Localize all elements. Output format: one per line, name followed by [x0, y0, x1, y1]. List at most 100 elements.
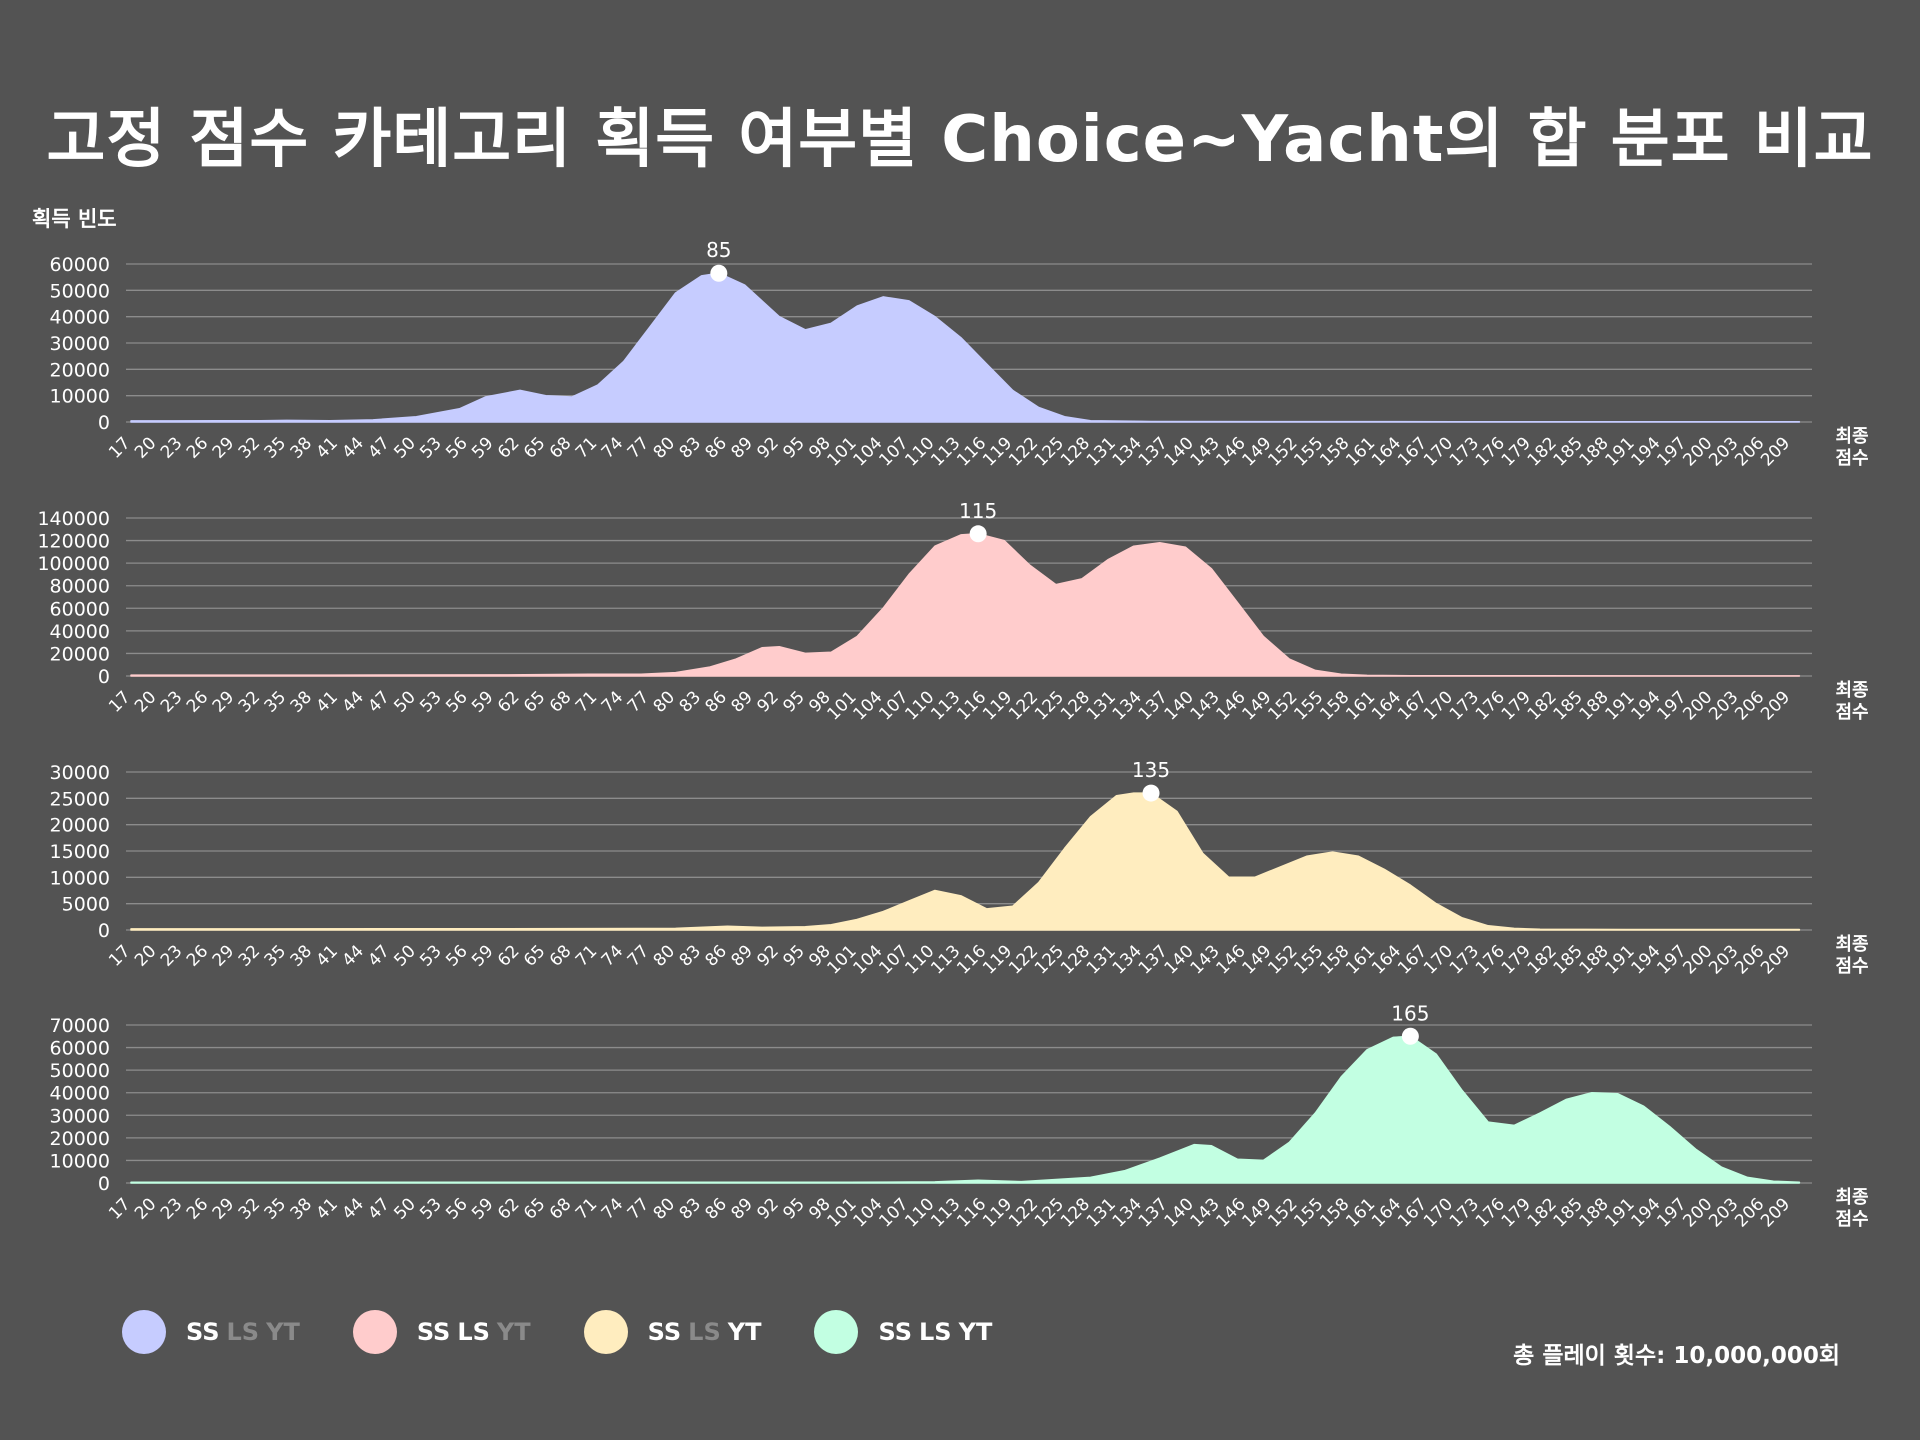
- y-tick-label: 20000: [50, 643, 110, 665]
- legend-tag: LS: [918, 1318, 952, 1346]
- x-tick-label: 35: [261, 1194, 290, 1223]
- y-tick-label: 20000: [50, 815, 110, 837]
- x-tick-label: 77: [624, 941, 653, 970]
- x-tick-label: 20: [131, 1194, 160, 1223]
- legend-tag: YT: [958, 1318, 993, 1346]
- x-tick-label: 83: [676, 433, 705, 462]
- y-tick-label: 120000: [37, 531, 110, 553]
- x-tick-label: 23: [157, 1194, 186, 1223]
- x-tick-label: 86: [702, 941, 731, 970]
- x-tick-label: 26: [183, 687, 212, 716]
- x-tick-label: 41: [313, 687, 342, 716]
- x-tick-label: 65: [520, 433, 549, 462]
- x-tick-label: 17: [105, 433, 134, 462]
- x-tick-label: 68: [546, 433, 575, 462]
- y-tick-label: 5000: [62, 894, 110, 916]
- y-tick-label: 80000: [50, 576, 110, 598]
- x-tick-label: 38: [287, 941, 316, 970]
- x-tick-label: 23: [157, 687, 186, 716]
- x-tick-label: 65: [520, 1194, 549, 1223]
- x-tick-label: 50: [390, 687, 419, 716]
- x-tick-label: 56: [442, 687, 471, 716]
- legend-item[interactable]: SS LS YT: [814, 1310, 999, 1354]
- x-tick-label: 74: [598, 941, 627, 970]
- legend-tag: LS: [688, 1318, 721, 1346]
- x-tick-label: 59: [468, 941, 497, 970]
- x-axis-label: 점수: [1835, 956, 1868, 977]
- y-tick-label: 0: [98, 666, 110, 688]
- x-tick-label: 32: [235, 1194, 264, 1223]
- x-tick-label: 53: [416, 687, 445, 716]
- x-tick-label: 92: [753, 687, 782, 716]
- y-tick-label: 10000: [50, 386, 110, 408]
- legend-tag: SS: [416, 1318, 451, 1346]
- x-tick-label: 32: [235, 941, 264, 970]
- legend-label: SS LS YT: [878, 1318, 999, 1346]
- x-tick-label: 77: [624, 687, 653, 716]
- legend-tag: SS: [186, 1318, 220, 1346]
- x-tick-label: 29: [209, 1194, 238, 1223]
- x-tick-label: 62: [494, 433, 523, 462]
- x-tick-label: 35: [261, 687, 290, 716]
- y-tick-label: 60000: [50, 254, 110, 276]
- x-tick-label: 62: [494, 1194, 523, 1223]
- x-tick-label: 95: [779, 1194, 808, 1223]
- series-area: [130, 792, 1801, 931]
- x-tick-label: 77: [624, 433, 653, 462]
- x-tick-label: 47: [364, 433, 393, 462]
- legend-tag: SS: [647, 1318, 682, 1346]
- legend-dot: [352, 1310, 397, 1354]
- x-tick-label: 56: [442, 433, 471, 462]
- x-tick-label: 71: [572, 433, 601, 462]
- x-tick-label: 209: [1757, 1194, 1794, 1231]
- legend-item[interactable]: SS LS YT: [583, 1310, 769, 1354]
- x-tick-label: 71: [572, 687, 601, 716]
- x-tick-label: 47: [364, 941, 393, 970]
- x-tick-label: 95: [779, 687, 808, 716]
- x-tick-label: 89: [727, 433, 756, 462]
- peak-marker: [710, 264, 728, 282]
- x-tick-label: 53: [416, 433, 445, 462]
- x-tick-label: 23: [157, 433, 186, 462]
- x-tick-label: 59: [468, 1194, 497, 1223]
- legend-dot: [814, 1310, 859, 1354]
- y-tick-label: 50000: [50, 280, 110, 302]
- x-tick-label: 92: [753, 1194, 782, 1223]
- series-area: [130, 272, 1801, 423]
- y-tick-label: 15000: [50, 841, 110, 863]
- x-tick-label: 68: [546, 1194, 575, 1223]
- x-tick-label: 44: [338, 1194, 367, 1223]
- x-tick-label: 65: [520, 687, 549, 716]
- x-axis-label: 최종: [1835, 426, 1868, 447]
- x-tick-label: 92: [753, 433, 782, 462]
- x-tick-label: 44: [338, 433, 367, 462]
- x-tick-label: 74: [598, 1194, 627, 1223]
- x-tick-label: 92: [753, 941, 782, 970]
- x-axis-label: 최종: [1835, 680, 1868, 701]
- x-tick-label: 47: [364, 687, 393, 716]
- legend-tag: YT: [727, 1318, 762, 1346]
- x-tick-label: 26: [183, 941, 212, 970]
- x-tick-label: 20: [131, 687, 160, 716]
- x-tick-label: 95: [779, 941, 808, 970]
- x-tick-label: 80: [650, 941, 679, 970]
- legend-item[interactable]: SS LS YT: [122, 1310, 307, 1354]
- chart-title: 고정 점수 카테고리 획득 여부별 Choice~Yacht의 합 분포 비교: [46, 103, 1874, 177]
- x-axis-label: 점수: [1835, 1209, 1868, 1230]
- x-tick-label: 95: [779, 433, 808, 462]
- x-tick-label: 86: [702, 687, 731, 716]
- x-tick-label: 89: [727, 941, 756, 970]
- legend: SS LS YT SS LS YT SS LS YT SS LS YT: [122, 1310, 1045, 1354]
- x-tick-label: 209: [1757, 941, 1794, 978]
- legend-tag: LS: [226, 1318, 260, 1346]
- x-tick-label: 29: [209, 433, 238, 462]
- y-tick-label: 0: [98, 1173, 110, 1195]
- x-tick-label: 59: [468, 433, 497, 462]
- x-tick-label: 50: [390, 433, 419, 462]
- x-tick-label: 38: [287, 433, 316, 462]
- x-tick-label: 83: [676, 1194, 705, 1223]
- legend-item[interactable]: SS LS YT: [352, 1310, 538, 1354]
- x-axis-label: 최종: [1835, 934, 1868, 955]
- legend-tag: LS: [457, 1318, 490, 1346]
- x-tick-label: 47: [364, 1194, 393, 1223]
